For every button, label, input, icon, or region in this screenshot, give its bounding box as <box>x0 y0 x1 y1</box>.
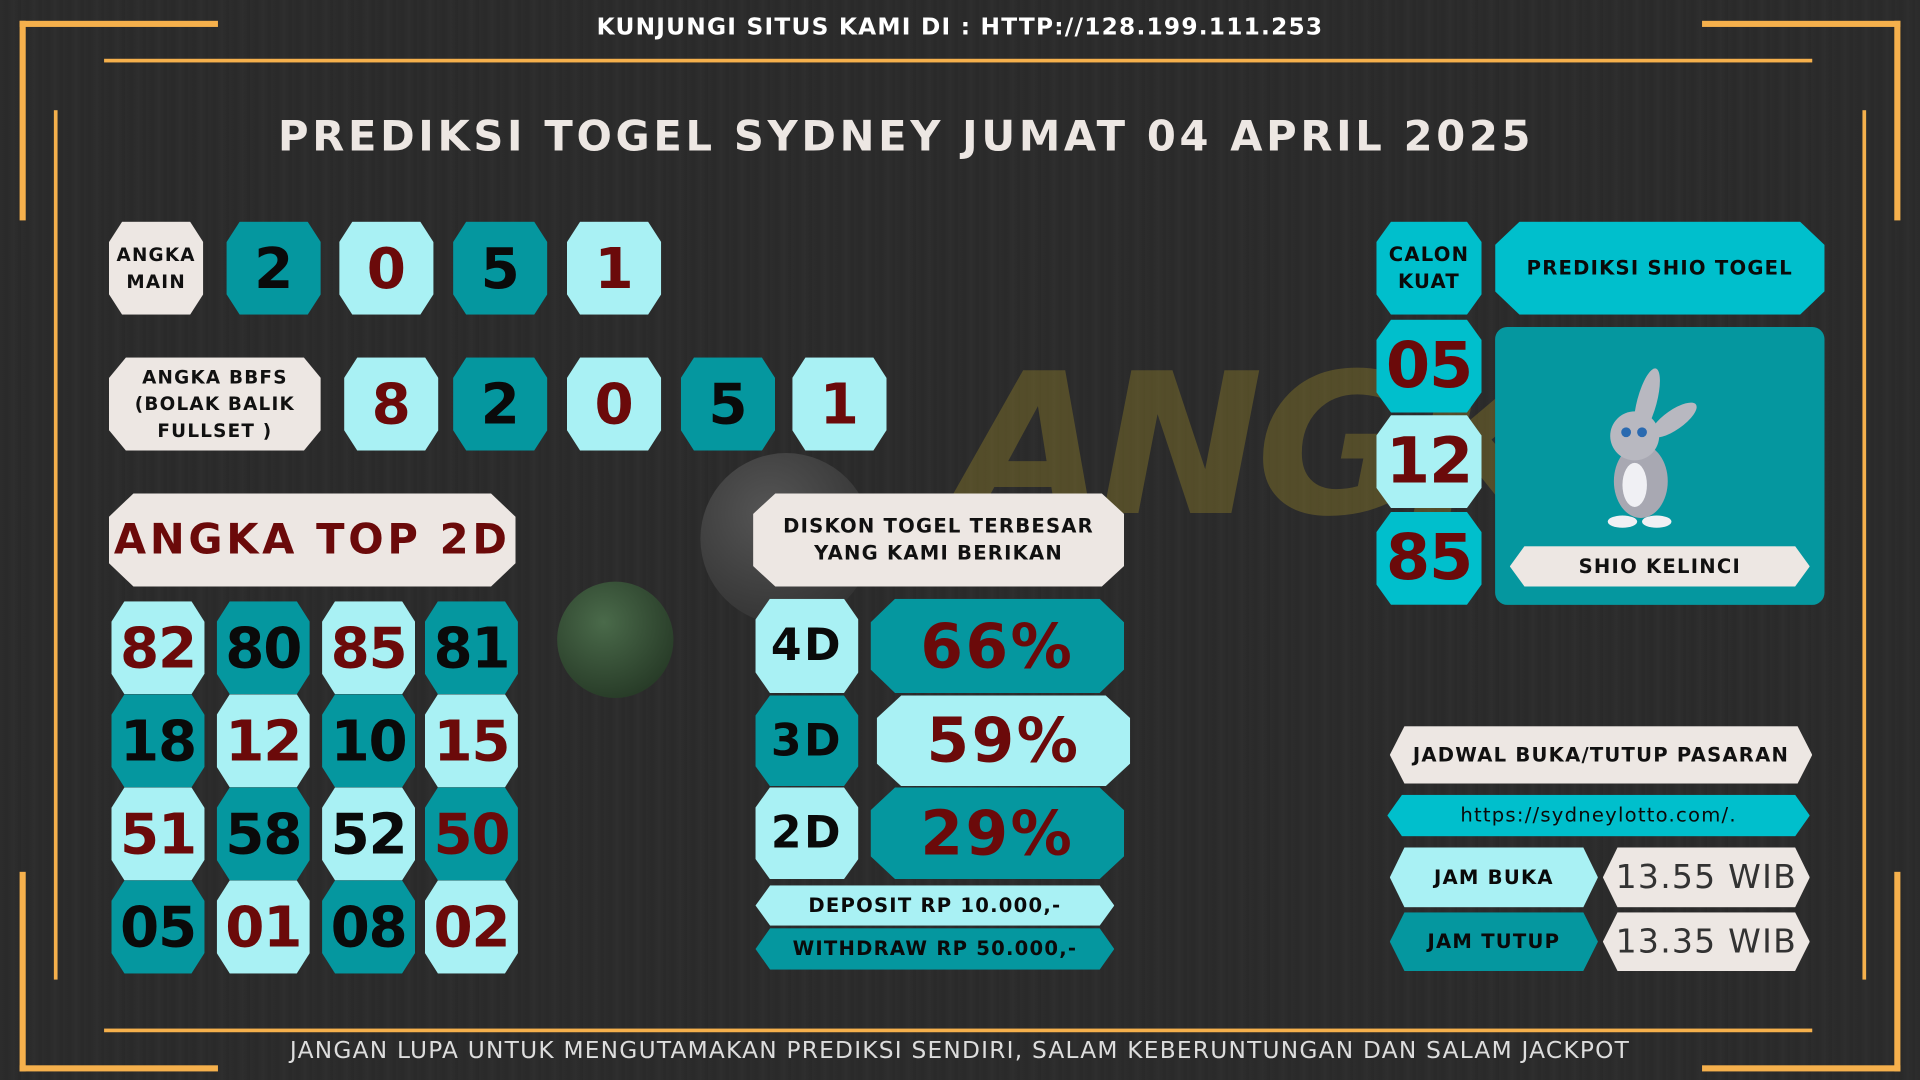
top-2d-number: 18 <box>111 694 205 788</box>
top-2d-number: 51 <box>111 787 205 881</box>
frame-corner <box>1894 871 1901 1072</box>
jam-buka-value: 13.55 WIB <box>1603 847 1810 907</box>
diskon-4d-value: 66% <box>871 599 1124 693</box>
bbfs-label: ANGKA BBFS (BOLAK BALIK FULLSET ) <box>108 357 321 451</box>
diskon-2d-value: 29% <box>871 787 1124 879</box>
bbfs-digit: 2 <box>453 357 548 451</box>
bbfs-digit: 1 <box>792 357 887 451</box>
top-2d-number: 50 <box>424 787 518 881</box>
top-2d-number: 52 <box>322 787 416 881</box>
top-2d-number: 05 <box>111 880 205 974</box>
page-title: PREDIKSI TOGEL SYDNEY JUMAT 04 APRIL 202… <box>278 112 1535 162</box>
angka-main-digit: 2 <box>226 221 321 315</box>
diskon-3d-value: 59% <box>877 696 1130 787</box>
calon-kuat-number: 12 <box>1376 415 1482 509</box>
calon-kuat-number: 85 <box>1376 511 1482 605</box>
top-2d-number: 81 <box>424 601 518 695</box>
top-2d-number: 82 <box>111 601 205 695</box>
sydney-lotto-link[interactable]: https://sydneylotto.com/. <box>1387 795 1809 837</box>
top-2d-title: ANGKA TOP 2D <box>109 493 516 586</box>
frame-corner <box>1702 20 1901 27</box>
withdraw-info: WITHDRAW RP 50.000,- <box>756 928 1115 970</box>
frame-corner <box>19 20 26 221</box>
diskon-2d-label: 2D <box>755 787 859 880</box>
top-2d-number: 02 <box>424 880 518 974</box>
billiard-ball-decoration <box>557 581 674 698</box>
shio-title: PREDIKSI SHIO TOGEL <box>1495 222 1824 315</box>
frame-line <box>104 58 1813 63</box>
frame-corner <box>19 1065 218 1072</box>
angka-main-digit: 0 <box>339 221 434 315</box>
frame-line <box>1862 110 1867 980</box>
shio-name: SHIO KELINCI <box>1510 546 1810 586</box>
diskon-4d-label: 4D <box>755 598 859 694</box>
footer-text: JANGAN LUPA UNTUK MENGUTAMAKAN PREDIKSI … <box>289 1037 1631 1065</box>
jadwal-title: JADWAL BUKA/TUTUP PASARAN <box>1390 726 1812 784</box>
top-2d-number: 85 <box>322 601 416 695</box>
jam-buka-label: JAM BUKA <box>1390 847 1598 907</box>
calon-kuat-label: CALON KUAT <box>1376 221 1482 315</box>
angka-main-label: ANGKA MAIN <box>108 221 204 315</box>
frame-line <box>53 110 58 980</box>
calon-kuat-number: 05 <box>1376 319 1482 413</box>
top-2d-number: 12 <box>216 694 310 788</box>
visit-site-text: KUNJUNGI SITUS KAMI DI : HTTP://128.199.… <box>596 13 1324 41</box>
frame-corner <box>19 20 218 27</box>
rabbit-icon <box>1607 368 1697 528</box>
jam-tutup-label: JAM TUTUP <box>1390 912 1598 971</box>
diskon-title: DISKON TOGEL TERBESAR YANG KAMI BERIKAN <box>753 493 1125 587</box>
top-2d-number: 08 <box>322 880 416 974</box>
top-2d-number: 01 <box>216 880 310 974</box>
frame-corner <box>1894 20 1901 221</box>
angka-main-digit: 5 <box>453 221 548 315</box>
bbfs-digit: 0 <box>566 357 662 451</box>
angka-main-digit: 1 <box>566 221 662 315</box>
top-2d-number: 80 <box>216 601 310 695</box>
top-2d-number: 58 <box>216 787 310 881</box>
frame-corner <box>19 871 26 1072</box>
bbfs-digit: 8 <box>344 357 439 451</box>
bbfs-digit: 5 <box>680 357 776 451</box>
top-2d-number: 10 <box>322 694 416 788</box>
jam-tutup-value: 13.35 WIB <box>1603 912 1810 971</box>
deposit-info: DEPOSIT RP 10.000,- <box>756 885 1115 925</box>
top-2d-number: 15 <box>424 694 518 788</box>
frame-corner <box>1702 1065 1901 1072</box>
frame-line <box>104 1028 1813 1033</box>
diskon-3d-label: 3D <box>755 695 859 787</box>
